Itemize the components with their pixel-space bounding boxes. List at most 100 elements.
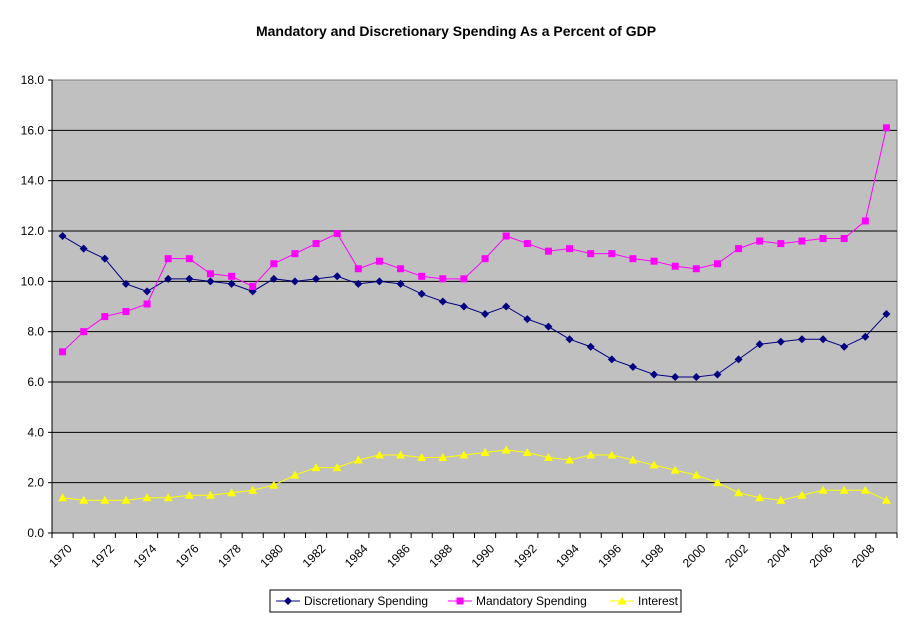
data-point-diamond [58, 232, 67, 241]
series-mandatory-spending [59, 124, 890, 356]
data-point-diamond [586, 342, 595, 351]
data-point-square [418, 272, 426, 280]
x-tick-label: 1970 [46, 541, 75, 570]
data-point-triangle [163, 493, 173, 502]
data-point-square [456, 597, 464, 605]
data-point-diamond [227, 279, 236, 288]
data-point-square [143, 300, 151, 308]
data-point-triangle [205, 490, 215, 499]
x-tick-label: 1982 [300, 541, 329, 570]
data-point-square [798, 237, 806, 245]
data-point-triangle [459, 450, 469, 459]
data-point-triangle [227, 488, 237, 497]
x-tick-label: 1990 [469, 541, 498, 570]
data-point-square [566, 245, 574, 253]
x-tick-label: 1976 [173, 541, 202, 570]
data-point-triangle [565, 455, 575, 464]
data-point-triangle [269, 480, 279, 489]
data-point-square [375, 257, 383, 265]
data-point-diamond [438, 297, 447, 306]
data-point-triangle [353, 455, 363, 464]
data-point-square [206, 270, 214, 278]
data-point-square [59, 348, 67, 356]
data-point-diamond [523, 315, 532, 324]
data-point-square [713, 260, 721, 268]
x-tick-label: 1986 [384, 541, 413, 570]
data-point-triangle [417, 453, 427, 461]
data-point-square [650, 257, 658, 265]
y-tick-label: 18.0 [21, 73, 45, 87]
data-point-square [777, 240, 785, 248]
x-tick-label: 2004 [764, 541, 793, 570]
data-point-triangle [311, 463, 321, 472]
data-point-square [692, 265, 700, 273]
data-point-triangle [649, 460, 659, 469]
data-point-square [312, 240, 320, 248]
series-line [62, 235, 887, 378]
x-tick-label: 2006 [807, 541, 836, 570]
data-point-diamond [861, 332, 870, 341]
data-point-triangle [797, 490, 807, 499]
x-tick-label: 1996 [595, 541, 624, 570]
data-point-triangle [860, 485, 870, 494]
data-point-triangle [79, 495, 89, 504]
legend-label: Discretionary Spending [304, 594, 428, 608]
data-point-triangle [543, 453, 553, 461]
data-point-triangle [586, 450, 596, 459]
x-tick-label: 1988 [426, 541, 455, 570]
data-point-diamond [143, 287, 152, 296]
data-point-diamond [284, 597, 292, 605]
data-point-diamond [481, 310, 490, 319]
y-tick-label: 14.0 [21, 174, 45, 188]
data-point-square [291, 250, 299, 258]
data-point-diamond [734, 355, 743, 364]
data-point-diamond [776, 337, 785, 346]
legend-box [269, 589, 682, 613]
data-point-triangle [818, 485, 828, 494]
data-point-square [164, 255, 172, 263]
data-point-diamond [269, 274, 278, 283]
data-point-diamond [206, 277, 215, 286]
data-point-diamond [164, 274, 173, 283]
data-point-square [439, 275, 447, 283]
data-point-square [840, 235, 848, 243]
series-interest [58, 445, 891, 504]
data-point-triangle [522, 447, 532, 456]
y-tick-label: 10.0 [21, 274, 45, 288]
data-point-diamond [185, 274, 194, 283]
data-point-diamond [840, 342, 849, 351]
data-point-diamond [650, 370, 659, 379]
data-point-square [228, 272, 236, 280]
y-tick-label: 12.0 [21, 224, 45, 238]
data-point-diamond [755, 340, 764, 349]
data-point-diamond [354, 279, 363, 288]
x-tick-label: 2002 [722, 541, 751, 570]
data-point-triangle [480, 447, 490, 456]
data-point-square [270, 260, 278, 268]
data-point-diamond [290, 277, 299, 286]
data-point-diamond [396, 279, 405, 288]
series-discretionary-spending [58, 232, 891, 381]
data-point-triangle [839, 485, 849, 494]
data-point-square [735, 245, 743, 253]
data-point-diamond [417, 289, 426, 298]
data-point-square [819, 235, 827, 243]
chart-title: Mandatory and Discretionary Spending As … [256, 23, 656, 39]
data-point-diamond [121, 279, 130, 288]
data-point-triangle [248, 485, 258, 494]
data-point-diamond [819, 335, 828, 344]
data-point-square [523, 240, 531, 248]
data-point-diamond [628, 362, 637, 371]
data-point-diamond [797, 335, 806, 344]
data-point-triangle [691, 470, 701, 479]
series-line [62, 449, 887, 501]
x-tick-label: 1992 [511, 541, 540, 570]
data-point-triangle [374, 450, 384, 459]
y-tick-label: 0.0 [27, 526, 44, 540]
data-point-diamond [692, 372, 701, 381]
data-point-square [608, 250, 616, 258]
data-point-square [481, 255, 489, 263]
x-tick-label: 1978 [215, 541, 244, 570]
data-point-triangle [396, 450, 406, 459]
